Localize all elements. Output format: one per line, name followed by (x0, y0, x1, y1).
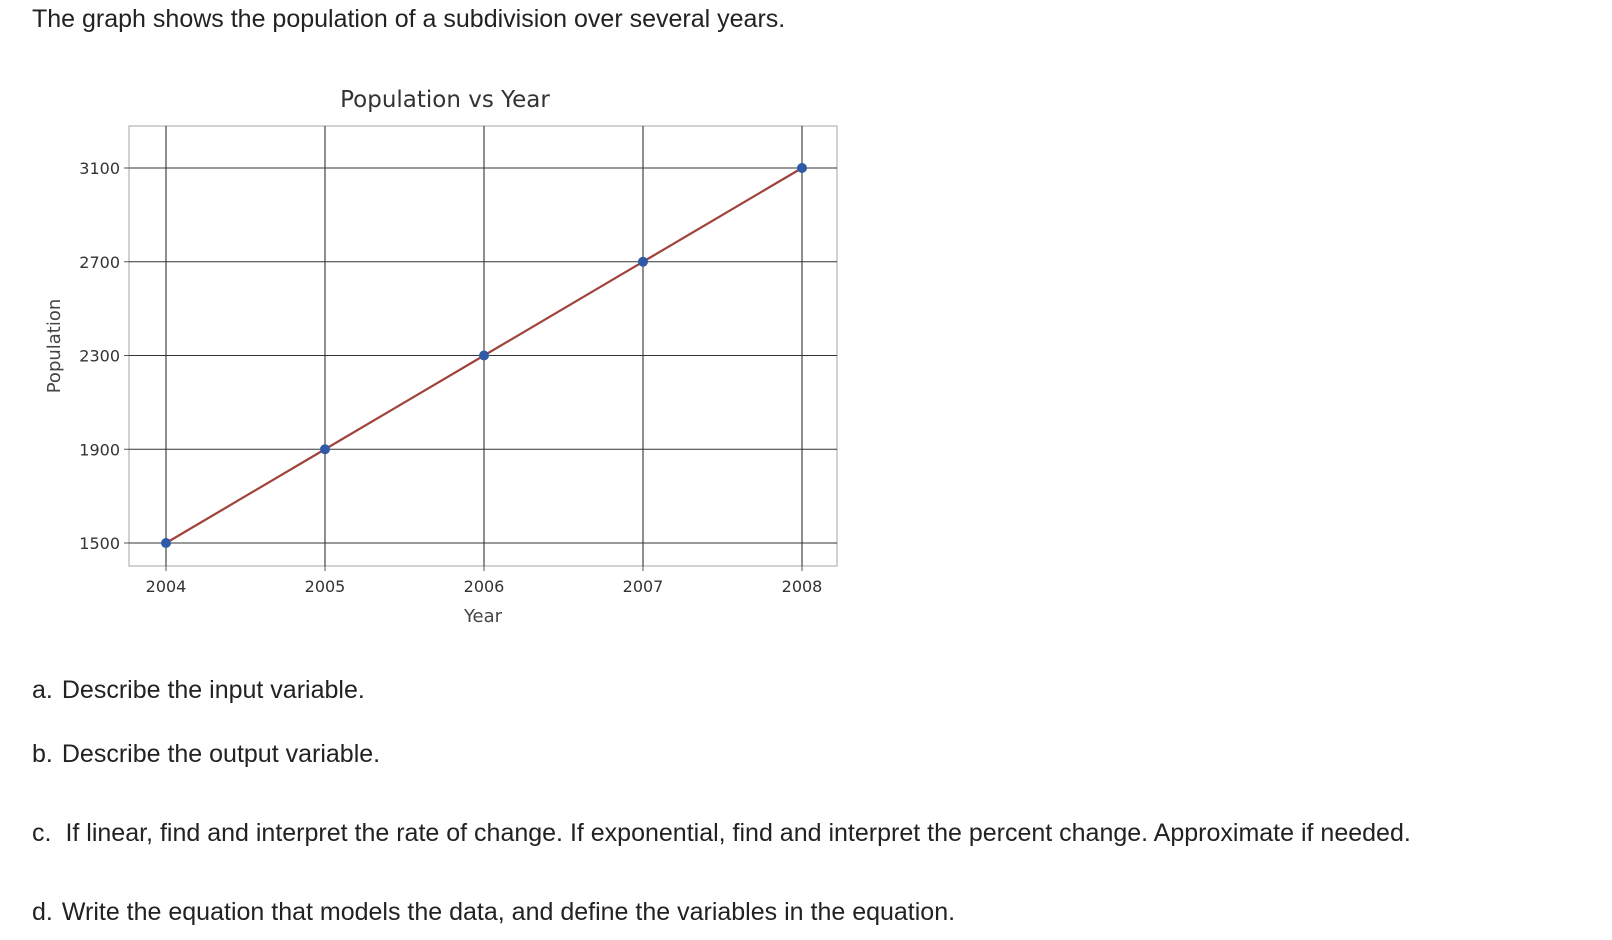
question-d-label: d. (32, 898, 53, 926)
chart-title: Population vs Year (340, 87, 550, 113)
problem-intro: The graph shows the population of a subd… (32, 5, 786, 33)
x-tick-label-2006: 2006 (464, 577, 505, 596)
question-c-text: If linear, find and interpret the rate o… (65, 819, 1411, 847)
x-tick-label-2007: 2007 (623, 577, 664, 596)
question-d-text: Write the equation that models the data,… (61, 898, 956, 926)
x-tick-label-2008: 2008 (782, 577, 823, 596)
data-series (161, 163, 807, 548)
data-point-2008 (797, 163, 807, 173)
y-axis-label: Population (44, 299, 65, 394)
population-chart: 1500 1900 2300 2700 3100 2004 2005 2006 2007 2008… (44, 87, 838, 627)
y-tick-label-2700: 2700 (79, 253, 120, 272)
question-a-text: Describe the input variable. (61, 676, 365, 704)
y-tick-label-2300: 2300 (79, 347, 120, 366)
tick-labels: 1500 1900 2300 2700 3100 2004 2005 2006 2007 2008 (79, 159, 822, 596)
data-point-2005 (320, 444, 330, 455)
question-a-label: a. (32, 676, 53, 704)
y-tick-label-1500: 1500 (79, 534, 120, 553)
question-d: d. Write the equation that models the dat… (32, 896, 955, 928)
gridlines (129, 126, 837, 566)
question-b-label: b. (32, 740, 53, 768)
y-tick-label-3100: 3100 (79, 159, 120, 178)
data-point-2007 (638, 256, 648, 267)
data-point-2004 (161, 538, 171, 548)
y-tick-label-1900: 1900 (79, 440, 120, 459)
question-b: b. Describe the output variable. (32, 738, 380, 770)
data-point-2006 (479, 350, 489, 361)
x-tick-label-2005: 2005 (305, 577, 346, 596)
question-a: a. Describe the input variable. (32, 674, 365, 706)
question-c-label: c. (32, 819, 52, 847)
x-axis-label: Year (463, 606, 503, 627)
question-b-text: Describe the output variable. (61, 740, 381, 768)
x-tick-label-2004: 2004 (146, 577, 187, 596)
plot-area-frame (128, 125, 838, 567)
question-c: c. If linear, find and interpret the rate… (32, 817, 1411, 849)
